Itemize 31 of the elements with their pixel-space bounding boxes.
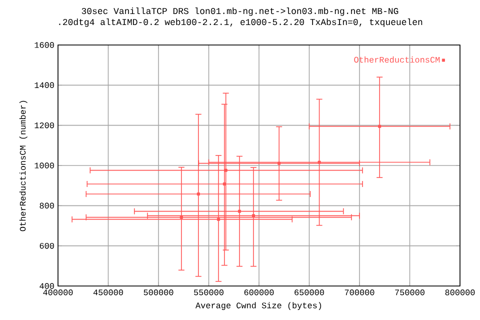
point [378,124,382,128]
x-tick-label: 400000 [43,290,73,296]
y-tick-label: 1200 [34,122,54,128]
x-tick-label: 600000 [244,290,274,296]
point [318,160,321,164]
y-tick-label: 1400 [34,82,54,88]
y-tick-label: 800 [40,202,54,209]
x-tick-label: 750000 [395,290,424,296]
x-tick-label: 700000 [344,290,374,296]
x-tick-label: 650000 [294,290,324,296]
legend-label: OtherReductionsCM [354,56,440,63]
chart-title: 30sec VanillaTCP DRS lon01.mb-ng.net->lon03.mb-ng.net MB-NG [82,8,398,16]
y-tick-label: 1000 [34,162,54,168]
x-axis-title: Average Cwnd Size (bytes) [195,302,322,310]
y-axis-title: OtherReductionsCM (number) [19,100,28,232]
y-tick-label: 400 [40,283,54,289]
chart-subtitle: .20dtg4 altAIMD-0.2 web100-2.2.1, e1000-5.2.20 TxAbsIn=0, txqueuelen [59,18,422,27]
y-tick-label: 600 [40,242,54,249]
point [180,216,183,219]
point [224,168,228,172]
point [196,192,200,196]
point [222,182,226,186]
point [238,210,242,213]
x-tick-label: 550000 [194,290,224,296]
x-tick-label: 500000 [144,290,174,296]
x-tick-label: 450000 [93,290,123,296]
point [278,162,281,165]
point [252,214,255,218]
y-tick-label: 1600 [34,42,54,48]
x-tick-label: 800000 [445,290,475,296]
point [217,218,220,221]
